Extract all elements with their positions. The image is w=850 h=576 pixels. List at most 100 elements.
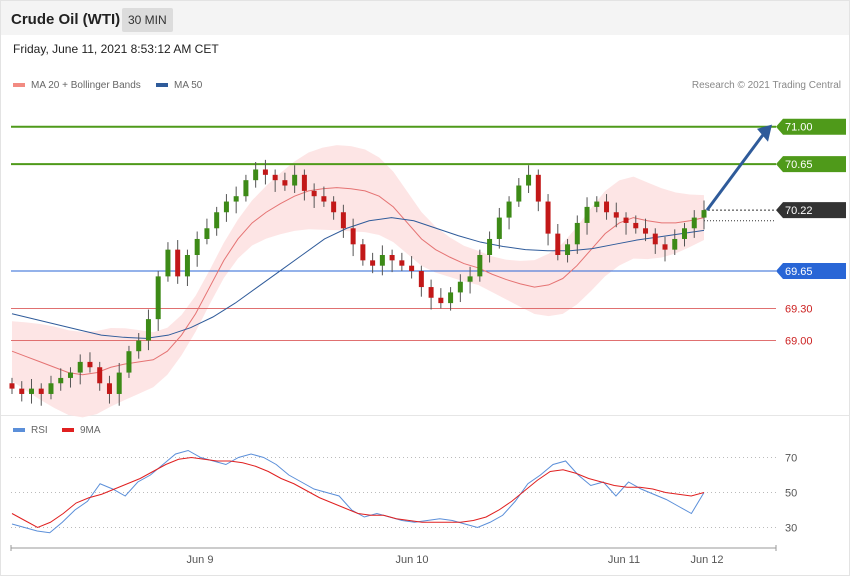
candle-body — [594, 201, 600, 207]
candle-body — [77, 361, 83, 373]
legend-9ma: 9MA — [62, 425, 101, 436]
candle-body — [545, 201, 551, 234]
candle-body — [633, 222, 639, 229]
rsi-tick-50: 50 — [785, 488, 797, 500]
candle-body — [487, 238, 493, 255]
candle-body — [379, 255, 385, 266]
candle-body — [145, 319, 151, 341]
candle-body — [623, 217, 629, 223]
level-tag-69.65 — [776, 263, 846, 280]
bollinger-band — [12, 145, 704, 418]
panel-separator — [1, 415, 849, 416]
candle-body — [457, 281, 463, 293]
candle-body — [555, 233, 561, 255]
candle-body — [360, 244, 366, 261]
legend-rsi-label: RSI — [31, 425, 48, 436]
candle-body — [526, 174, 532, 186]
candle-body — [38, 388, 44, 394]
candle-body — [126, 351, 132, 373]
candle-body — [331, 201, 337, 213]
candle-body — [496, 217, 502, 239]
candle-body — [116, 372, 122, 394]
level-label-70.65: 70.65 — [785, 159, 813, 171]
rsi-line — [11, 449, 705, 534]
candle-body — [282, 180, 288, 186]
candle-body — [204, 228, 210, 239]
candle-body — [28, 388, 34, 394]
level-label-70.22: 70.22 — [785, 205, 813, 217]
candle-body — [584, 206, 590, 223]
candle-body — [272, 174, 278, 181]
candle-body — [662, 244, 668, 250]
candle-body — [428, 287, 434, 298]
candle-body — [9, 383, 15, 389]
candle-body — [19, 388, 25, 394]
candle-body — [194, 238, 200, 255]
candle-body — [97, 367, 103, 384]
candle-body — [399, 260, 405, 266]
rsi-ma9-line — [11, 456, 705, 529]
candle-body — [691, 217, 697, 229]
timeframe-badge[interactable]: 30 MIN — [122, 8, 173, 32]
level-label-69.00: 69.00 — [785, 336, 813, 348]
level-label-69.30: 69.30 — [785, 303, 813, 315]
candle-body — [301, 174, 307, 191]
candle-body — [262, 169, 268, 175]
candle-body — [477, 255, 483, 277]
forecast-arrow-head — [757, 124, 772, 142]
legend-ma20: MA 20 + Bollinger Bands — [13, 80, 141, 91]
ma9-swatch — [62, 428, 74, 433]
candle-body — [106, 383, 112, 394]
ma50-line — [11, 217, 705, 339]
candle-body — [155, 276, 161, 320]
candle-body — [565, 244, 571, 255]
candle-body — [165, 249, 171, 277]
legend-9ma-label: 9MA — [80, 425, 101, 436]
ma20-swatch — [13, 83, 25, 88]
candle-body — [48, 383, 54, 394]
candle-body — [604, 201, 610, 213]
candle-body — [535, 174, 541, 202]
candle-body — [652, 233, 658, 245]
instrument-title: Crude Oil (WTI) — [11, 11, 121, 28]
candle-body — [516, 185, 522, 202]
candle-body — [701, 210, 707, 218]
legend-rsi: RSI — [13, 425, 48, 436]
x-tick-label: Jun 12 — [690, 554, 723, 566]
candle-body — [58, 377, 64, 384]
forecast-arrow-shaft — [705, 131, 767, 211]
chart-date: Friday, June 11, 2021 8:53:12 AM CET — [13, 42, 219, 56]
candle-body — [467, 276, 473, 282]
candle-body — [223, 201, 229, 213]
ma50-swatch — [156, 83, 168, 88]
level-label-71.00: 71.00 — [785, 122, 813, 134]
chart-header: Crude Oil (WTI) 30 MIN — [1, 1, 849, 35]
candle-body — [409, 265, 415, 272]
candle-body — [418, 271, 424, 288]
level-label-69.65: 69.65 — [785, 266, 813, 278]
candle-body — [682, 228, 688, 239]
candle-body — [340, 212, 346, 229]
level-tag-70.22 — [776, 202, 846, 219]
candle-body — [311, 190, 317, 197]
legend-ma50-label: MA 50 — [174, 80, 203, 91]
candle-body — [389, 255, 395, 261]
rsi-tick-30: 30 — [785, 523, 797, 535]
candle-body — [253, 169, 259, 181]
candle-body — [67, 372, 73, 378]
rsi-tick-70: 70 — [785, 453, 797, 465]
candle-body — [87, 361, 93, 368]
candle-body — [214, 212, 220, 229]
candle-body — [350, 228, 356, 245]
level-tag-70.65 — [776, 156, 846, 173]
candle-body — [292, 174, 298, 186]
candle-body — [321, 196, 327, 202]
candle-body — [243, 180, 249, 197]
candle-body — [233, 196, 239, 202]
x-tick-label: Jun 11 — [608, 554, 640, 566]
candle-body — [370, 260, 376, 266]
candle-body — [672, 238, 678, 250]
legend-ma50: MA 50 — [156, 80, 202, 91]
candle-body — [136, 340, 142, 352]
